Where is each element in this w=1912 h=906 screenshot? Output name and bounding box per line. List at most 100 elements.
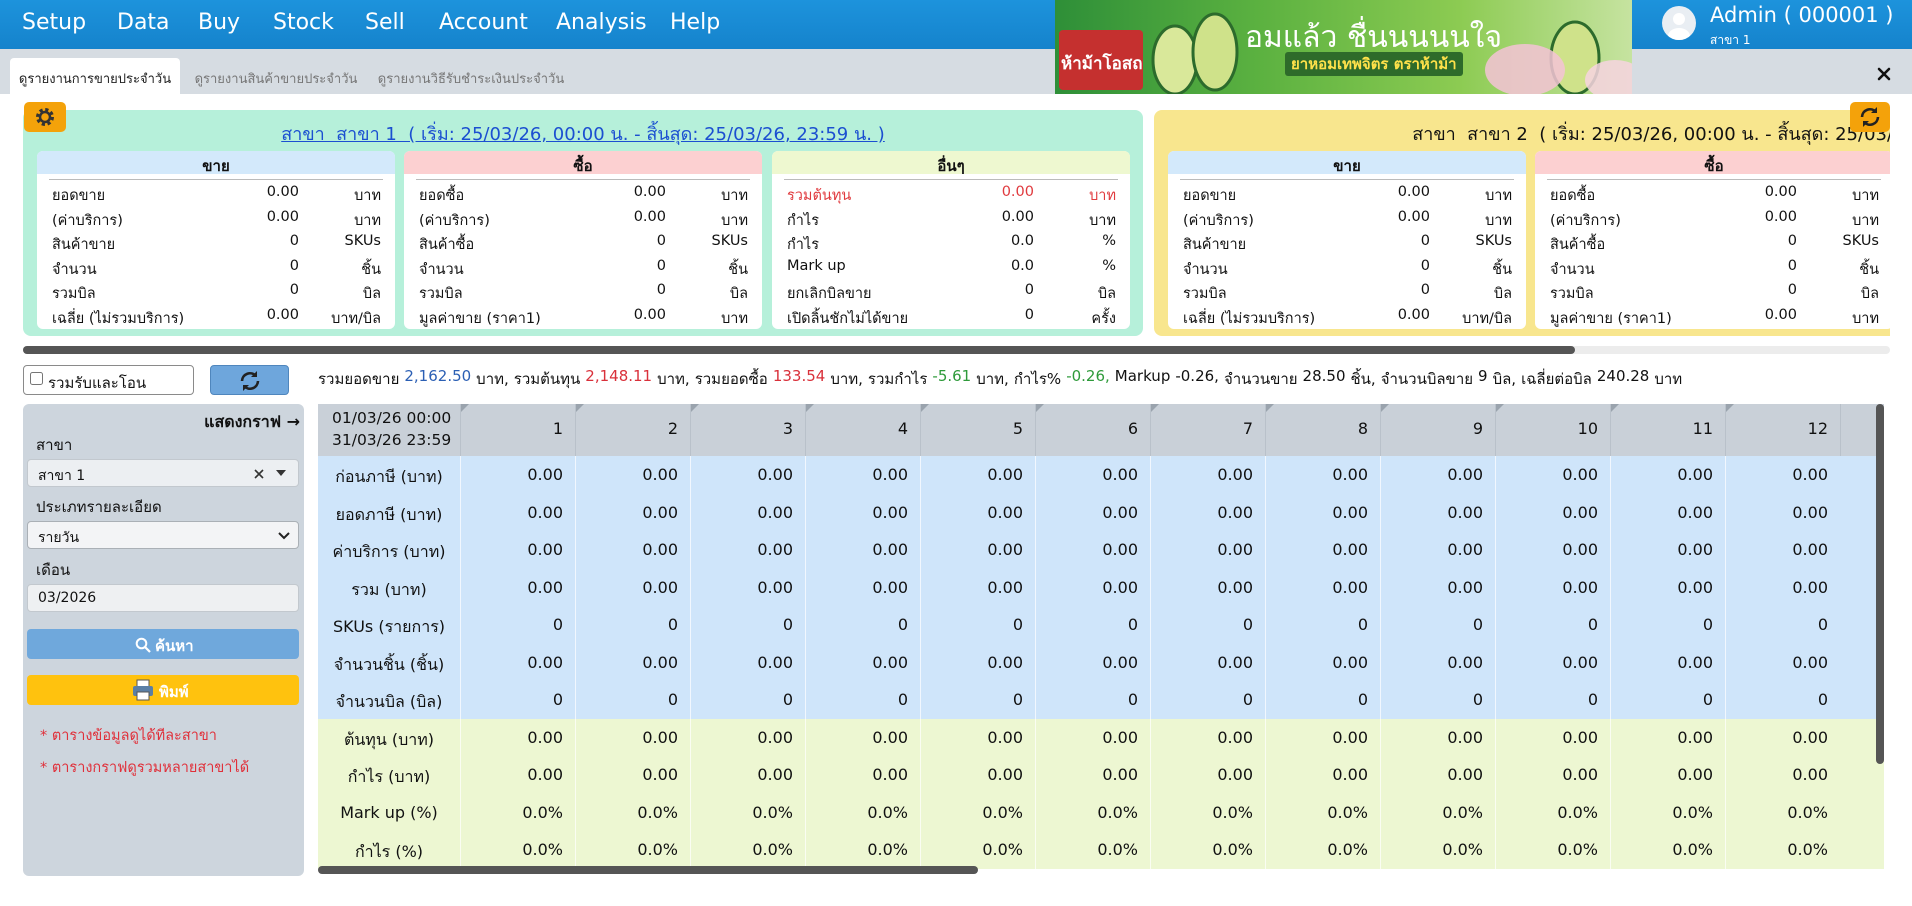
summary-line: รวมยอดขาย 2,162.50 บาท, รวมต้นทุน 2,148.11 บา… [318, 367, 1682, 391]
table-cell: 0.0% [805, 831, 920, 869]
cell-value: 0.00 [987, 765, 1023, 784]
refresh-button[interactable] [210, 365, 289, 395]
card-value: 0.00 [633, 307, 666, 323]
table-cell: 0.00 [920, 718, 1035, 756]
table-cell: 0.00 [1265, 568, 1380, 606]
card-unit: บาท [354, 212, 381, 229]
column-header[interactable]: 9 [1380, 404, 1495, 456]
tab-label: ดูรายงานการขายประจำวัน [18, 72, 172, 87]
table-cell: 0.0% [1035, 793, 1150, 831]
card-divider [416, 179, 750, 180]
user-menu[interactable]: Admin ( 000001 ) สาขา 1 [1660, 0, 1912, 49]
table-cell: 0.00 [1265, 718, 1380, 756]
table-cell: 0.00 [690, 456, 805, 494]
table-row: รวม (บาท) 0.00 0.00 0.00 0.00 0.00 0.00 0.00 0.0… [318, 568, 1884, 606]
column-header[interactable]: 11 [1610, 404, 1725, 456]
card-heading: ซื้อ [1704, 157, 1724, 175]
table-row: กำไร (บาท) 0.00 0.00 0.00 0.00 0.00 0.00 0.00 0.… [318, 756, 1884, 794]
print-button[interactable]: พิมพ์ [27, 675, 299, 705]
column-header[interactable]: 12 [1725, 404, 1840, 456]
cell-value: 0.00 [1677, 765, 1713, 784]
cell-value: 0.0% [522, 802, 563, 822]
summary-value: 240.28 [1596, 367, 1650, 385]
table-cell: 0 [1035, 606, 1150, 644]
menu-item[interactable]: Stock [273, 10, 334, 35]
table-cell: 0.0% [1725, 793, 1840, 831]
menu-item[interactable]: Setup [22, 10, 87, 35]
field-value: สาขา 1 [38, 468, 86, 484]
cell-value: 0 [1472, 690, 1483, 709]
branch-scrollbar[interactable] [23, 346, 1890, 354]
column-header[interactable]: 1 [460, 404, 575, 456]
note: * ตารางข้อมูลดูได้ทีละสาขา [40, 728, 217, 744]
settings-button[interactable] [24, 102, 66, 132]
table-cell: 0.0% [1380, 831, 1495, 869]
summary-label: รวมกำไร [867, 370, 928, 388]
card-label: กำไร [787, 212, 820, 229]
tab[interactable]: ดูรายงานการขายประจำวัน [10, 58, 180, 94]
period-label: 01/03/26 00:00 [332, 409, 452, 427]
column-label: 9 [1472, 419, 1483, 438]
menu-item[interactable]: Analysis [556, 10, 647, 35]
refresh-branches-button[interactable] [1850, 102, 1890, 132]
cell-value: 0.00 [987, 502, 1023, 522]
branch-title[interactable]: สาขา สาขา 1 ( เริ่ม: 25/03/26, 00:00 น. … [281, 124, 885, 145]
table-horizontal-scrollbar[interactable] [318, 866, 978, 874]
summary-unit: บาท, [976, 370, 1009, 388]
column-header[interactable]: 7 [1150, 404, 1265, 456]
cell-value: 0.0% [637, 840, 678, 859]
table-cell: 0.00 [1610, 456, 1725, 494]
table-vertical-scrollbar[interactable] [1876, 404, 1884, 764]
cell-value: 0.00 [1562, 727, 1598, 747]
card-divider [1180, 179, 1514, 180]
column-header[interactable]: 8 [1265, 404, 1380, 456]
table-cell: 0 [1380, 681, 1495, 719]
column-header[interactable]: 2 [575, 404, 690, 456]
printer-icon [133, 679, 153, 701]
sort-marker [1036, 404, 1044, 412]
tab-label: ดูรายงานสินค้าขายประจำวัน [194, 72, 358, 87]
tab[interactable]: ดูรายงานสินค้าขายประจำวัน [186, 58, 366, 94]
column-header[interactable]: 4 [805, 404, 920, 456]
include-transfer-box: รวมรับและโอน [23, 365, 194, 395]
table-cell: 0.0% [575, 831, 690, 869]
menu-item[interactable]: Help [670, 10, 721, 35]
show-graph-link[interactable]: แสดงกราฟ → [204, 412, 300, 431]
month-input[interactable]: 03/2026 [27, 584, 299, 612]
select-box[interactable]: สาขา 1 [27, 459, 299, 487]
card-label: (ค่าบริการ) [1550, 212, 1621, 229]
cell-value: 0.00 [1102, 652, 1138, 672]
close-button[interactable] [1874, 64, 1894, 84]
summary-unit: บิล, [1492, 370, 1517, 388]
table-cell: 0 [1150, 681, 1265, 719]
cell-value: 0.00 [1332, 765, 1368, 784]
card-value: 0.0 [1010, 257, 1034, 274]
tab[interactable]: ดูรายงานวิธีรับชำระเงินประจำวัน [366, 58, 576, 94]
cell-value: 0.00 [1102, 577, 1138, 597]
table-cell: 0 [575, 606, 690, 644]
cell-value: 0.0% [1212, 802, 1253, 822]
search-button[interactable]: ค้นหา [27, 629, 299, 659]
table-cell: 0.00 [1725, 456, 1840, 494]
menu-item[interactable]: Data [117, 10, 170, 35]
field-value: 03/2026 [38, 590, 97, 606]
menu-item[interactable]: Account [439, 10, 528, 35]
cell-value: 0.00 [987, 577, 1023, 597]
table-cell: 0.00 [575, 643, 690, 681]
column-label: 12 [1807, 419, 1828, 438]
menu-item[interactable]: Buy [198, 10, 241, 35]
column-header[interactable]: 6 [1035, 404, 1150, 456]
select-box[interactable]: รายวัน [27, 521, 299, 549]
checkbox-label: รวมรับและโอน [48, 374, 147, 392]
menu-item[interactable]: Sell [365, 10, 405, 35]
column-header [1840, 404, 1884, 456]
column-header[interactable]: 10 [1495, 404, 1610, 456]
sort-marker [806, 404, 814, 412]
column-header[interactable]: 5 [920, 404, 1035, 456]
column-header[interactable]: 3 [690, 404, 805, 456]
cell-value: 0.00 [1332, 577, 1368, 597]
include-transfer-checkbox[interactable] [30, 372, 43, 385]
table-cell: 0.00 [1380, 493, 1495, 531]
cell-value: 0.0% [752, 802, 793, 822]
